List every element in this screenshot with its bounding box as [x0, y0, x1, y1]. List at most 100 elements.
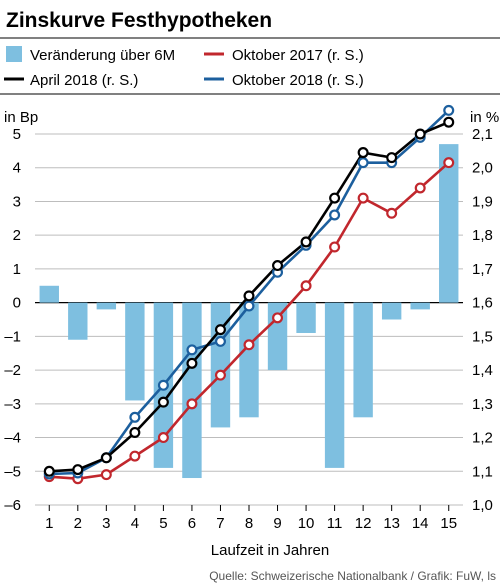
series-point	[214, 335, 226, 347]
x-tick-label: 9	[273, 515, 281, 532]
legend-label-apr2018: April 2018 (r. S.)	[30, 72, 138, 89]
bar	[68, 302, 88, 340]
right-y-tick-label: 1,5	[472, 328, 493, 345]
right-y-tick-label: 2,0	[472, 160, 493, 177]
series-point	[243, 290, 255, 302]
series-point	[43, 465, 55, 477]
bar	[39, 285, 59, 303]
series-point	[386, 152, 398, 164]
left-y-tick-label: 3	[13, 193, 21, 210]
series-point	[329, 192, 341, 204]
series-point	[414, 128, 426, 140]
series-point	[329, 241, 341, 253]
source-note: Quelle: Schweizerische Nationalbank / Gr…	[209, 569, 496, 583]
right-y-tick-label: 1,2	[472, 430, 493, 447]
right-y-tick-label: 1,3	[472, 396, 493, 413]
legend-label-oct2018: Oktober 2018 (r. S.)	[232, 72, 364, 89]
series-point	[243, 339, 255, 351]
right-y-tick-label: 1,6	[472, 295, 493, 312]
series-point	[443, 157, 455, 169]
series-point	[243, 300, 255, 312]
x-tick-label: 8	[245, 515, 253, 532]
left-y-tick-label: 4	[13, 160, 21, 177]
series-point	[386, 207, 398, 219]
right-y-tick-label: 1,4	[472, 362, 493, 379]
right-y-tick-label: 1,7	[472, 261, 493, 278]
series-point	[186, 357, 198, 369]
bar	[125, 302, 145, 401]
series-point	[157, 379, 169, 391]
left-y-tick-label: 2	[13, 227, 21, 244]
x-tick-label: 2	[74, 515, 82, 532]
x-tick-label: 13	[383, 515, 400, 532]
series-point	[157, 432, 169, 444]
left-y-tick-label: –4	[4, 430, 21, 447]
x-tick-label: 3	[102, 515, 110, 532]
x-tick-label: 15	[440, 515, 457, 532]
series-point	[272, 312, 284, 324]
x-tick-label: 14	[412, 515, 429, 532]
series-point	[100, 469, 112, 481]
bar	[296, 302, 316, 333]
series-point	[186, 398, 198, 410]
legend-label-bars: Veränderung über 6M	[30, 47, 175, 64]
left-y-tick-label: 5	[13, 126, 21, 143]
right-y-ticks: 2,1 2,0 1,9 1,8 1,7 1,6 1,5 1,4 1,3 1,2 1,1 1,0	[472, 126, 493, 514]
left-y-tick-label: –5	[4, 463, 21, 480]
series-point	[214, 324, 226, 336]
right-y-tick-label: 1,0	[472, 497, 493, 514]
x-tick-label: 1	[45, 515, 53, 532]
series-point	[443, 116, 455, 128]
right-y-tick-label: 1,1	[472, 463, 493, 480]
bar	[353, 302, 373, 418]
series-point	[329, 209, 341, 221]
series-point	[357, 192, 369, 204]
x-tick-label: 12	[355, 515, 372, 532]
chart-title: Zinskurve Festhypotheken	[6, 9, 272, 32]
x-tick-label: 10	[298, 515, 315, 532]
series-point	[272, 260, 284, 272]
series-point	[443, 104, 455, 116]
series-point	[129, 411, 141, 423]
series-point	[214, 369, 226, 381]
right-y-tick-label: 1,9	[472, 193, 493, 210]
left-y-ticks: 5 4 3 2 1 0 –1 –2 –3 –4 –5 –6	[4, 126, 21, 514]
series-point	[357, 157, 369, 169]
bar	[381, 302, 402, 320]
series-point	[186, 344, 198, 356]
legend-label-oct2017: Oktober 2017 (r. S.)	[232, 47, 364, 64]
right-y-tick-label: 1,8	[472, 227, 493, 244]
x-tick-label: 11	[327, 515, 343, 532]
left-y-tick-label: –2	[4, 362, 21, 379]
left-axis-unit: in Bp	[4, 109, 38, 126]
series-point	[129, 426, 141, 438]
left-y-tick-label: –6	[4, 497, 21, 514]
left-y-tick-label: –1	[4, 328, 21, 345]
bar	[324, 302, 345, 468]
series-point	[129, 450, 141, 462]
bar	[239, 302, 259, 418]
x-ticks: 1 2 3 4 5 6 7 8 9 10 11 12 13 14 15	[45, 505, 457, 532]
x-tick-label: 7	[216, 515, 224, 532]
legend: Veränderung über 6M Oktober 2017 (r. S.)…	[4, 46, 364, 89]
bar	[439, 144, 459, 303]
series-point	[300, 236, 312, 248]
legend-swatch-bars	[6, 46, 22, 62]
series-point	[357, 147, 369, 159]
left-y-tick-label: 0	[13, 295, 21, 312]
series-point	[414, 182, 426, 194]
bar	[182, 302, 202, 479]
right-y-tick-label: 2,1	[472, 126, 493, 143]
x-tick-label: 6	[188, 515, 196, 532]
x-axis-label: Laufzeit in Jahren	[211, 542, 329, 559]
x-tick-label: 5	[159, 515, 167, 532]
series-point	[157, 396, 169, 408]
series-point	[72, 464, 84, 476]
right-axis-unit: in %	[470, 109, 499, 126]
line-series	[43, 104, 455, 485]
series-point	[100, 452, 112, 464]
left-y-tick-label: –3	[4, 396, 21, 413]
left-y-tick-label: 1	[13, 261, 21, 278]
bar	[96, 302, 117, 310]
